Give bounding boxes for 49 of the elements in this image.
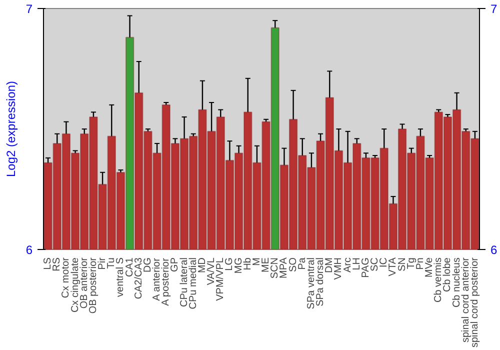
x-tick-label: OB anterior [78, 256, 90, 309]
x-tick-label: A anterior [152, 257, 163, 301]
y2-tick-label: 6 [490, 243, 498, 257]
x-tick-label: Cb nucleus [451, 258, 462, 308]
x-tick-label: SO [288, 257, 299, 272]
x-tick-label: M [251, 257, 262, 266]
x-tick-label: Pa [296, 257, 308, 270]
x-tick-label: Pir [97, 256, 108, 270]
x-tick-label: CPu lateral [178, 258, 190, 307]
x-tick-label: LH [351, 257, 362, 270]
x-tick-label: Tu [106, 257, 118, 269]
x-tick-label: DG [142, 257, 154, 272]
x-tick-label: MPA [278, 257, 290, 278]
x-tick-label: CPu medial [188, 257, 199, 310]
x-tick-label: Pn [414, 257, 426, 270]
x-tick-label: SPa dorsal [315, 257, 326, 306]
x-tick-label: Hb [242, 257, 254, 270]
x-tick-label: PAG [360, 257, 372, 278]
x-tick-label: DM [324, 257, 336, 274]
x-tick-label: LG [224, 257, 236, 271]
x-tick-label: MG [233, 257, 244, 274]
x-tick-label: Cb lobe [442, 257, 454, 292]
y2-tick-label: 7 [490, 2, 498, 16]
x-tick-label: IC [378, 258, 390, 268]
x-tick-label: VMH [333, 257, 344, 280]
y-axis-title: Log2 (expression) [4, 80, 18, 178]
x-tick-label: MVe [424, 257, 436, 278]
x-tick-label: Tg [406, 258, 417, 270]
x-tick-label: GP [170, 257, 181, 272]
x-tick-label: ME [260, 257, 272, 272]
x-tick-label: SN [396, 257, 408, 272]
x-tick-label: OB posterior [88, 256, 99, 314]
x-tick-label: SCN [270, 257, 281, 279]
x-tick-label: spinal cord anterior [460, 256, 472, 343]
x-tick-label: Cx cingulate [70, 257, 81, 313]
x-tick-label: MD [196, 257, 208, 274]
x-tick-label: SPa ventral [306, 257, 317, 310]
x-tick-label: spinal cord posterior [469, 256, 480, 348]
x-tick-label: VTA [388, 257, 399, 276]
x-tick-label: CA1 [124, 257, 136, 277]
x-tick-label: Arc [342, 258, 354, 272]
x-tick-label: RS [52, 257, 63, 272]
x-tick-label: CA2/CA3 [133, 257, 144, 300]
x-tick-label: VPM/VPL [215, 257, 226, 301]
x-tick-label: Cx motor [60, 256, 72, 298]
x-tick-label: SC [370, 257, 381, 272]
x-tick-label: ventral S [115, 257, 126, 297]
x-tick-label: LS [42, 257, 54, 270]
x-tick-label: A posterior [160, 257, 172, 306]
